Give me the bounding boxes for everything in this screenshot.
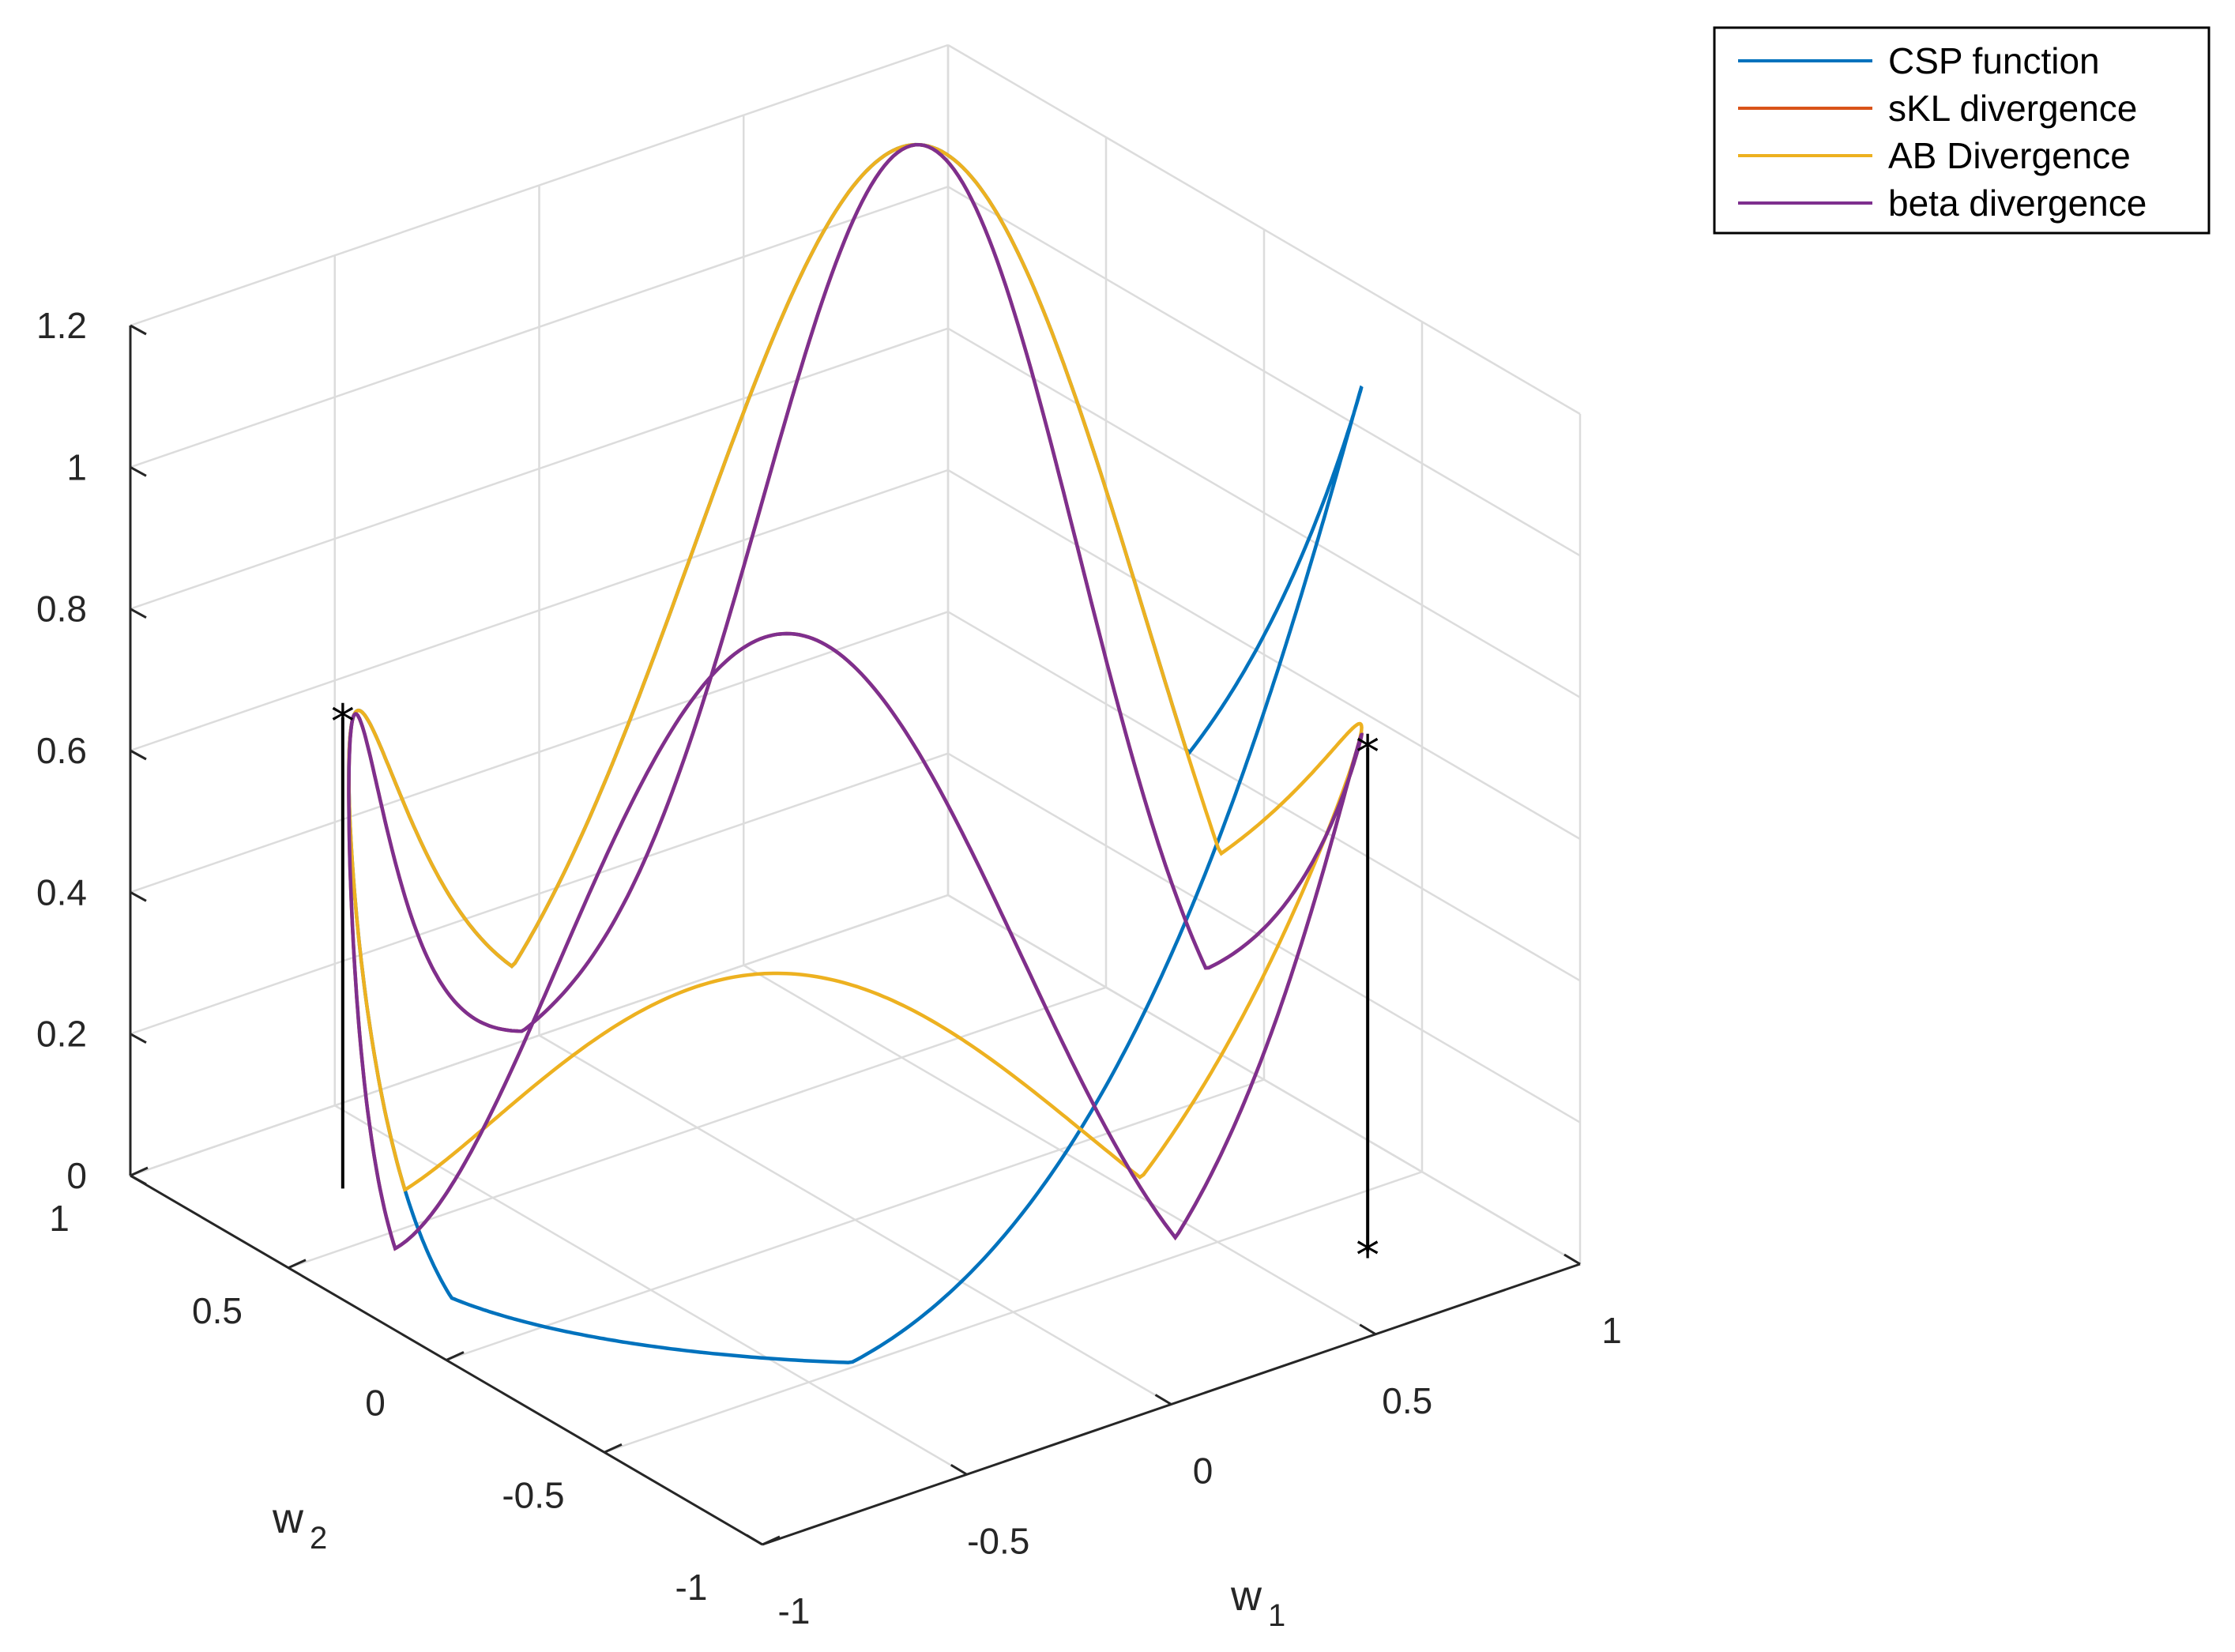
x-tick-mark: [746, 1533, 763, 1546]
series-curves: [347, 142, 1364, 1364]
z-tick-mark: [130, 891, 147, 902]
grid-line: [604, 1171, 1423, 1454]
x-tick-mark: [1154, 1394, 1172, 1406]
z-tick-label: 1.2: [36, 305, 87, 346]
axes: [129, 324, 1581, 1546]
legend: CSP function sKL divergence AB Divergenc…: [1713, 26, 2211, 235]
x-tick-mark: [1563, 1253, 1581, 1266]
z-tick-label: 0.8: [36, 589, 87, 630]
z-tick-mark: [130, 608, 147, 619]
grid-line: [130, 611, 949, 894]
grid-line: [947, 43, 1581, 416]
y-tick-mark: [288, 1259, 307, 1270]
marker-0: *: [331, 694, 355, 750]
y-tick-label: 1: [49, 1198, 70, 1239]
z-tick-mark: [130, 466, 147, 477]
y-tick-mark: [762, 1535, 781, 1546]
x-tick-label: 0: [1193, 1451, 1213, 1492]
x-tick-mark: [950, 1463, 968, 1476]
grid-line: [130, 469, 949, 752]
z-tick-label: 0.6: [36, 730, 87, 771]
z-tick-label: 1: [66, 446, 87, 487]
x-tick-label: 0.5: [1382, 1380, 1432, 1421]
x-tick-label: 1: [1601, 1310, 1622, 1351]
z-tick-label: 0.2: [36, 1014, 87, 1055]
grid-line: [130, 752, 949, 1035]
grid-line: [130, 894, 949, 1177]
grid-line: [947, 752, 1581, 1123]
grid-line: [947, 186, 1581, 557]
grid-line: [947, 327, 1581, 698]
grid-line: [130, 186, 949, 469]
marker-1: *: [1356, 725, 1379, 781]
legend-label-1: sKL divergence: [1888, 88, 2137, 129]
grid-line: [947, 611, 1581, 982]
z-tick-label: 0: [66, 1155, 87, 1196]
z-tick-mark: [130, 1174, 147, 1186]
x-tick-label: -1: [778, 1590, 811, 1631]
y-tick-label: 0.5: [192, 1290, 243, 1331]
tick-labels: 0 0.2 0.4 0.6 0.8 1 1.2 -1 -0.5 0 0.5 1 -1 -0.5 0 0.5 1: [36, 305, 1622, 1631]
grid-line: [947, 894, 1581, 1266]
legend-label-3: beta divergence: [1888, 183, 2147, 224]
y-tick-mark: [130, 1166, 149, 1177]
x-tick-mark: [1359, 1323, 1377, 1336]
marker-2: *: [1356, 1229, 1379, 1284]
z-tick-mark: [130, 1033, 147, 1044]
y-tick-label: -0.5: [502, 1474, 564, 1515]
grid-line: [947, 469, 1581, 841]
grid-line: [288, 986, 1107, 1269]
legend-label-0: CSP function: [1888, 40, 2100, 81]
z-tick-mark: [130, 749, 147, 761]
legend-label-2: AB Divergence: [1888, 135, 2131, 176]
series-line-1: [347, 142, 1364, 1251]
grid-line: [130, 43, 949, 327]
z-tick-label: 0.4: [36, 871, 87, 913]
y-tick-mark: [604, 1443, 623, 1454]
grid-line: [446, 1078, 1265, 1361]
y-tick-label: -1: [675, 1567, 708, 1608]
y-tick-mark: [446, 1351, 465, 1361]
y-tick-label: 0: [365, 1383, 386, 1424]
series-line-3: [347, 142, 1364, 1251]
z-tick-mark: [130, 324, 147, 336]
grid-line: [130, 327, 949, 610]
x-tick-label: -0.5: [967, 1520, 1029, 1561]
markers: * * *: [331, 694, 1379, 1283]
